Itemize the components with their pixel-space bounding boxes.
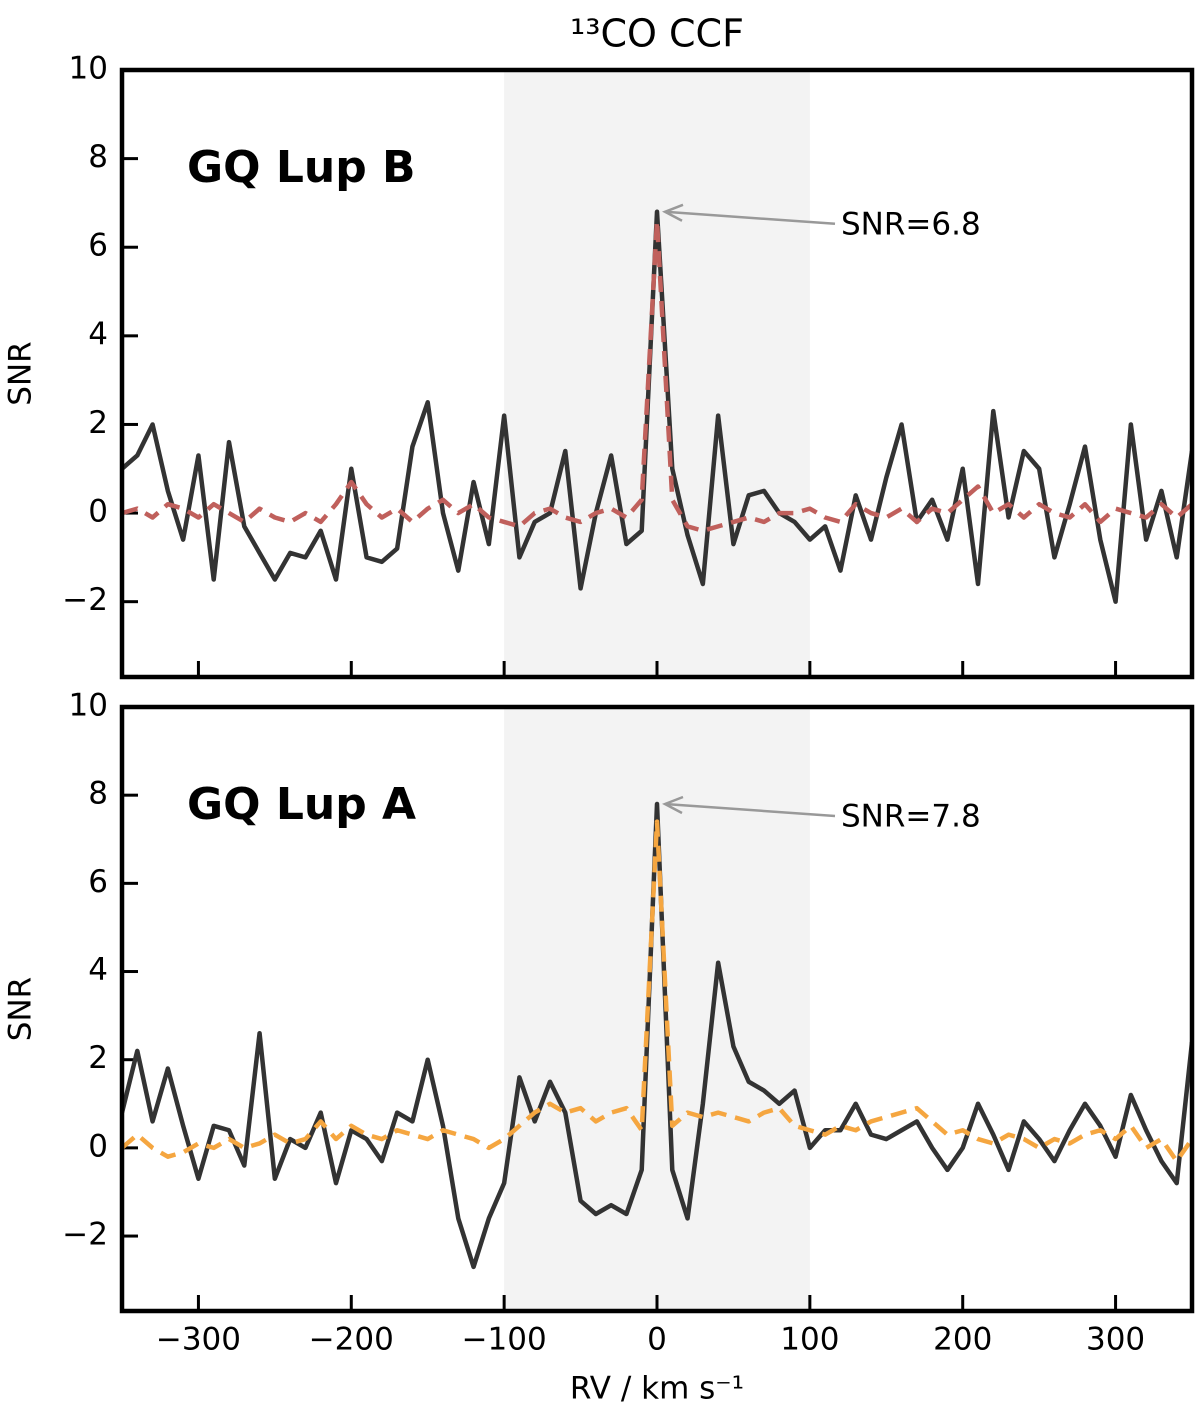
- x-tick-label: 200: [933, 1322, 992, 1358]
- annotation-arrow: [664, 210, 836, 226]
- annotation-arrow: [664, 802, 836, 818]
- x-tick-label: −300: [156, 1322, 241, 1358]
- y-axis-label: SNR: [3, 341, 39, 405]
- y-tick-label: 0: [88, 494, 108, 530]
- axes-frame: [119, 704, 1195, 1314]
- y-tick-label: 4: [88, 316, 108, 352]
- y-tick-label: 8: [88, 776, 108, 812]
- panel-label: GQ Lup B: [187, 142, 416, 193]
- arrow-head: [661, 795, 684, 815]
- y-tick-label: 2: [88, 1040, 108, 1076]
- x-tick-label: −100: [462, 1322, 547, 1358]
- series-line: [122, 819, 1192, 1164]
- x-tick-label: 0: [647, 1322, 667, 1358]
- x-axis-label: RV / km s⁻¹: [570, 1371, 744, 1407]
- y-tick-label: 0: [88, 1128, 108, 1164]
- x-tick-label: 300: [1086, 1322, 1145, 1358]
- y-tick-label: −2: [62, 1217, 108, 1253]
- y-tick-label: 10: [69, 51, 108, 87]
- x-tick-label: −200: [309, 1322, 394, 1358]
- annotation: SNR=6.8: [841, 206, 981, 242]
- annotation: SNR=7.8: [841, 798, 981, 834]
- arrow-head: [661, 203, 684, 222]
- y-tick-label: 10: [69, 688, 108, 724]
- y-tick-label: 8: [88, 139, 108, 175]
- series-line: [122, 209, 1192, 604]
- y-tick-label: 6: [88, 228, 108, 264]
- y-tick-label: 6: [88, 864, 108, 900]
- series-line: [122, 218, 1192, 534]
- y-tick-label: 2: [88, 405, 108, 441]
- highlight-band: [504, 70, 810, 677]
- y-tick-label: −2: [62, 582, 108, 618]
- chart-title: ¹³CO CCF: [570, 12, 744, 56]
- highlight-band: [504, 707, 810, 1311]
- axes-frame: [119, 67, 1195, 680]
- panel-label: GQ Lup A: [187, 779, 416, 830]
- series-line: [122, 801, 1192, 1270]
- y-axis-label: SNR: [3, 977, 39, 1041]
- y-tick-label: 4: [88, 952, 108, 988]
- x-tick-label: 100: [780, 1322, 839, 1358]
